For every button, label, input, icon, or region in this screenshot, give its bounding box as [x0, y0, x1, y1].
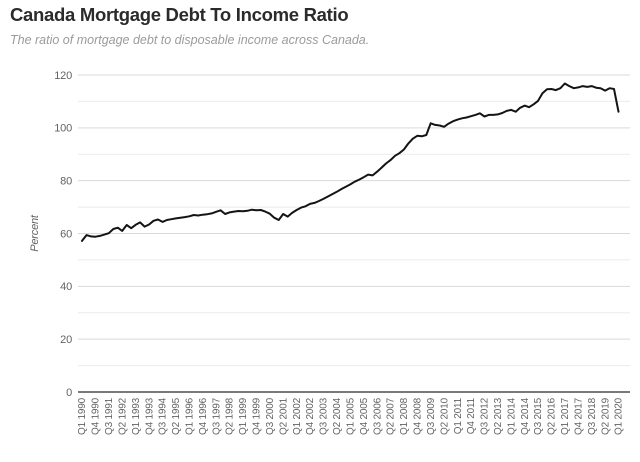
x-axis-tick-label: Q4 2008 — [413, 397, 424, 435]
x-axis-tick-label: Q4 2005 — [359, 397, 370, 435]
x-axis-tick-label: Q2 2013 — [493, 397, 504, 435]
x-axis-tick-label: Q2 2010 — [439, 397, 450, 435]
x-axis-tick-label: Q4 1999 — [252, 397, 263, 435]
x-axis-tick-label: Q3 2009 — [426, 397, 437, 435]
y-axis-tick-label: 80 — [60, 176, 72, 188]
x-axis-tick-label: Q3 2018 — [587, 397, 598, 435]
y-axis-tick-label: 60 — [60, 228, 72, 240]
x-axis-tick-label: Q2 2004 — [332, 397, 343, 435]
y-axis-title: Percent — [29, 214, 41, 252]
x-axis-tick-label: Q1 2017 — [560, 397, 571, 435]
x-axis-tick-label: Q2 1998 — [225, 397, 236, 435]
x-axis-tick-label: Q4 2011 — [466, 397, 477, 434]
y-axis-tick-label: 0 — [66, 387, 72, 399]
x-axis-tick-label: Q2 2001 — [278, 397, 289, 435]
x-axis-tick-label: Q1 2002 — [292, 397, 303, 435]
x-axis-tick-label: Q3 2015 — [533, 397, 544, 435]
x-axis-tick-label: Q3 2012 — [480, 397, 491, 435]
x-axis-tick-label: Q4 2014 — [520, 397, 531, 435]
y-axis-tick-label: 120 — [54, 70, 72, 82]
x-axis-tick-label: Q2 2016 — [547, 397, 558, 435]
y-axis-tick-label: 100 — [54, 123, 72, 135]
x-axis-tick-label: Q4 1996 — [198, 397, 209, 435]
chart-subtitle: The ratio of mortgage debt to disposable… — [10, 33, 370, 47]
x-axis-tick-label: Q1 2014 — [506, 397, 517, 435]
x-axis-tick-label: Q4 1993 — [144, 397, 155, 435]
x-axis-tick-label: Q1 1999 — [238, 397, 249, 435]
x-axis-tick-label: Q3 1991 — [104, 397, 115, 435]
x-axis-tick-label: Q1 2011 — [453, 397, 464, 434]
data-line — [81, 82, 620, 242]
x-axis-tick-label: Q4 2002 — [305, 397, 316, 435]
x-axis-tick-label: Q1 1990 — [77, 397, 88, 435]
y-axis-tick-label: 20 — [60, 334, 72, 346]
x-axis-tick-label: Q4 2017 — [574, 397, 585, 435]
x-axis-tick-label: Q1 2005 — [346, 397, 357, 435]
x-axis-tick-label: Q3 2000 — [265, 397, 276, 435]
x-axis-tick-label: Q2 2019 — [600, 397, 611, 435]
x-axis-tick-label: Q4 1990 — [91, 397, 102, 435]
x-axis-tick-label: Q1 1993 — [131, 397, 142, 435]
x-axis-tick-label: Q1 2020 — [614, 397, 625, 435]
y-axis-tick-label: 40 — [60, 281, 72, 293]
x-axis-tick-label: Q3 1994 — [158, 397, 169, 435]
x-axis-tick-label: Q3 2003 — [319, 397, 330, 435]
chart-title: Canada Mortgage Debt To Income Ratio — [10, 4, 349, 25]
x-axis-tick-label: Q2 2007 — [386, 397, 397, 435]
x-axis-tick-label: Q2 1992 — [117, 397, 128, 435]
x-axis-tick-label: Q1 1996 — [185, 397, 196, 435]
x-axis-tick-label: Q3 2006 — [372, 397, 383, 435]
x-axis-tick-label: Q1 2008 — [399, 397, 410, 435]
x-axis-tick-label: Q3 1997 — [211, 397, 222, 435]
x-axis-tick-label: Q2 1995 — [171, 397, 182, 435]
